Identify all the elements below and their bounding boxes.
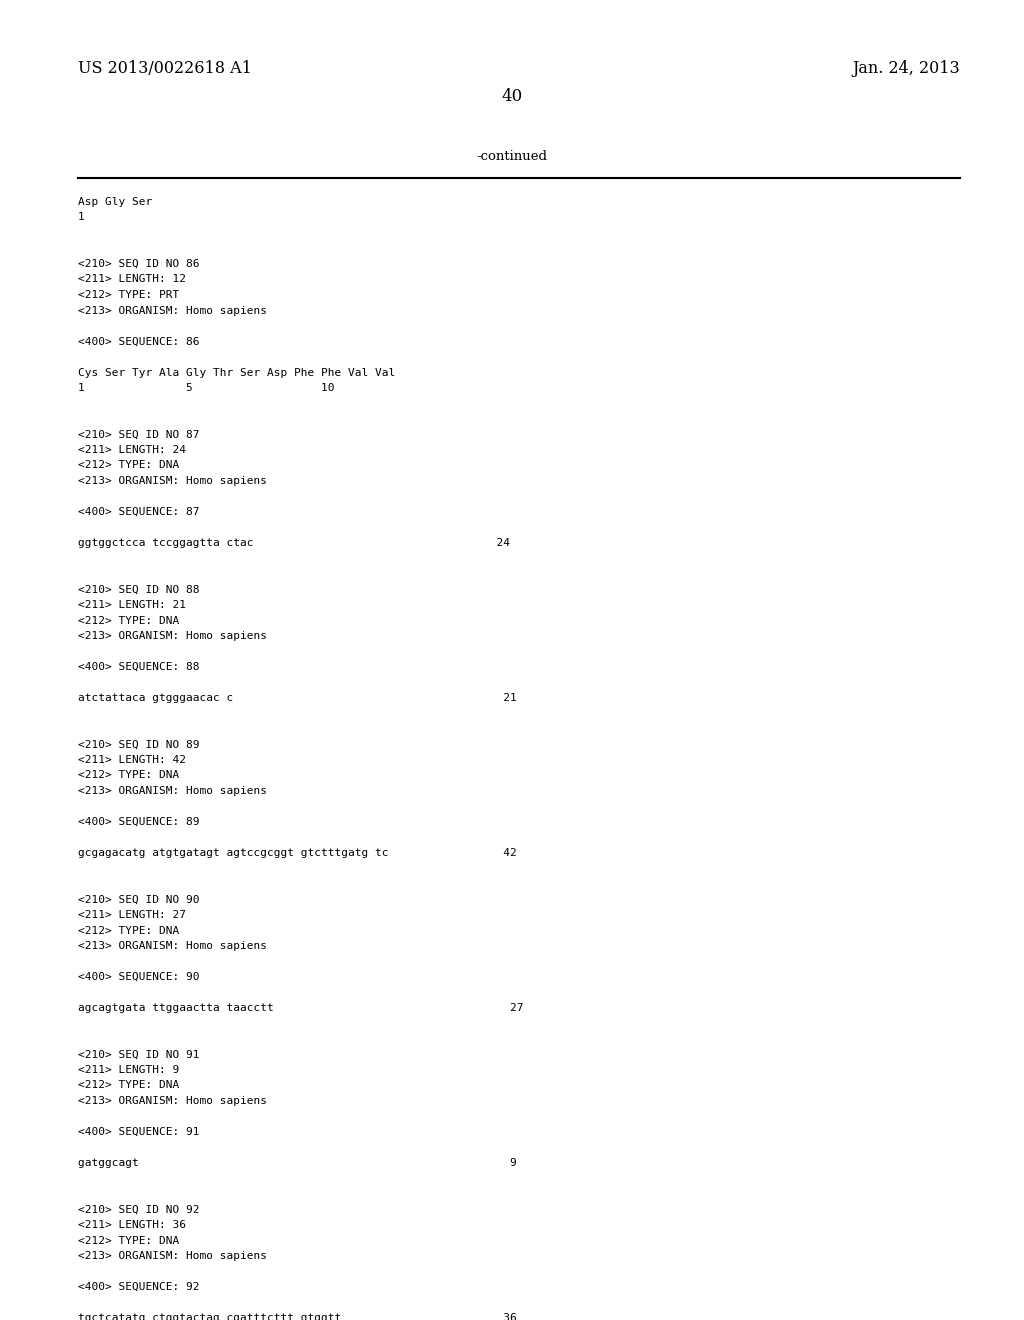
- Text: <213> ORGANISM: Homo sapiens: <213> ORGANISM: Homo sapiens: [78, 941, 267, 950]
- Text: US 2013/0022618 A1: US 2013/0022618 A1: [78, 59, 252, 77]
- Text: <210> SEQ ID NO 89: <210> SEQ ID NO 89: [78, 739, 200, 750]
- Text: <212> TYPE: DNA: <212> TYPE: DNA: [78, 1081, 179, 1090]
- Text: <210> SEQ ID NO 90: <210> SEQ ID NO 90: [78, 895, 200, 904]
- Text: <210> SEQ ID NO 87: <210> SEQ ID NO 87: [78, 429, 200, 440]
- Text: agcagtgata ttggaactta taacctt                                   27: agcagtgata ttggaactta taacctt 27: [78, 1003, 523, 1012]
- Text: Jan. 24, 2013: Jan. 24, 2013: [852, 59, 961, 77]
- Text: <400> SEQUENCE: 89: <400> SEQUENCE: 89: [78, 817, 200, 828]
- Text: <212> TYPE: DNA: <212> TYPE: DNA: [78, 1236, 179, 1246]
- Text: atctattaca gtgggaacac c                                        21: atctattaca gtgggaacac c 21: [78, 693, 517, 704]
- Text: <213> ORGANISM: Homo sapiens: <213> ORGANISM: Homo sapiens: [78, 631, 267, 642]
- Text: <213> ORGANISM: Homo sapiens: <213> ORGANISM: Homo sapiens: [78, 785, 267, 796]
- Text: <400> SEQUENCE: 91: <400> SEQUENCE: 91: [78, 1127, 200, 1137]
- Text: <213> ORGANISM: Homo sapiens: <213> ORGANISM: Homo sapiens: [78, 305, 267, 315]
- Text: <211> LENGTH: 36: <211> LENGTH: 36: [78, 1220, 186, 1230]
- Text: <213> ORGANISM: Homo sapiens: <213> ORGANISM: Homo sapiens: [78, 1096, 267, 1106]
- Text: <400> SEQUENCE: 90: <400> SEQUENCE: 90: [78, 972, 200, 982]
- Text: ggtggctcca tccggagtta ctac                                    24: ggtggctcca tccggagtta ctac 24: [78, 539, 510, 548]
- Text: <212> TYPE: DNA: <212> TYPE: DNA: [78, 615, 179, 626]
- Text: gcgagacatg atgtgatagt agtccgcggt gtctttgatg tc                 42: gcgagacatg atgtgatagt agtccgcggt gtctttg…: [78, 847, 517, 858]
- Text: Asp Gly Ser: Asp Gly Ser: [78, 197, 153, 207]
- Text: <400> SEQUENCE: 86: <400> SEQUENCE: 86: [78, 337, 200, 346]
- Text: <211> LENGTH: 9: <211> LENGTH: 9: [78, 1065, 179, 1074]
- Text: <211> LENGTH: 42: <211> LENGTH: 42: [78, 755, 186, 766]
- Text: Cys Ser Tyr Ala Gly Thr Ser Asp Phe Phe Val Val: Cys Ser Tyr Ala Gly Thr Ser Asp Phe Phe …: [78, 367, 395, 378]
- Text: <211> LENGTH: 21: <211> LENGTH: 21: [78, 601, 186, 610]
- Text: <212> TYPE: PRT: <212> TYPE: PRT: [78, 290, 179, 300]
- Text: <212> TYPE: DNA: <212> TYPE: DNA: [78, 461, 179, 470]
- Text: 1               5                   10: 1 5 10: [78, 383, 335, 393]
- Text: 40: 40: [502, 88, 522, 106]
- Text: gatggcagt                                                       9: gatggcagt 9: [78, 1158, 517, 1168]
- Text: <210> SEQ ID NO 92: <210> SEQ ID NO 92: [78, 1204, 200, 1214]
- Text: <211> LENGTH: 24: <211> LENGTH: 24: [78, 445, 186, 455]
- Text: <400> SEQUENCE: 92: <400> SEQUENCE: 92: [78, 1282, 200, 1292]
- Text: <213> ORGANISM: Homo sapiens: <213> ORGANISM: Homo sapiens: [78, 477, 267, 486]
- Text: <213> ORGANISM: Homo sapiens: <213> ORGANISM: Homo sapiens: [78, 1251, 267, 1261]
- Text: tgctcatatg ctggtactag cgatttcttt gtggtt                        36: tgctcatatg ctggtactag cgatttcttt gtggtt …: [78, 1313, 517, 1320]
- Text: <400> SEQUENCE: 87: <400> SEQUENCE: 87: [78, 507, 200, 517]
- Text: <212> TYPE: DNA: <212> TYPE: DNA: [78, 771, 179, 780]
- Text: <210> SEQ ID NO 88: <210> SEQ ID NO 88: [78, 585, 200, 594]
- Text: -continued: -continued: [476, 150, 548, 162]
- Text: 1: 1: [78, 213, 85, 223]
- Text: <211> LENGTH: 12: <211> LENGTH: 12: [78, 275, 186, 285]
- Text: <210> SEQ ID NO 86: <210> SEQ ID NO 86: [78, 259, 200, 269]
- Text: <210> SEQ ID NO 91: <210> SEQ ID NO 91: [78, 1049, 200, 1060]
- Text: <212> TYPE: DNA: <212> TYPE: DNA: [78, 925, 179, 936]
- Text: <211> LENGTH: 27: <211> LENGTH: 27: [78, 909, 186, 920]
- Text: <400> SEQUENCE: 88: <400> SEQUENCE: 88: [78, 663, 200, 672]
